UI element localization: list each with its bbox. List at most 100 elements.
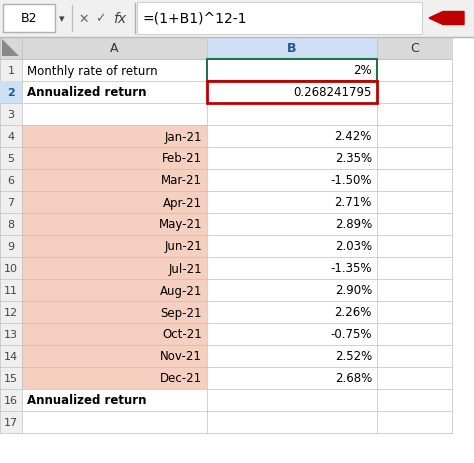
Bar [377,323,452,345]
Bar [22,148,207,169]
Bar [207,323,377,345]
Text: 2.35%: 2.35% [335,152,372,165]
Text: fx: fx [113,12,127,26]
Bar [0,104,22,126]
Bar [22,192,207,213]
Text: Annualized return: Annualized return [27,394,146,407]
Bar [377,192,452,213]
Text: Feb-21: Feb-21 [162,152,202,165]
Bar [377,213,452,236]
Text: 13: 13 [4,329,18,339]
Text: 2.52%: 2.52% [335,350,372,363]
Bar [0,323,22,345]
Polygon shape [2,40,19,57]
Bar [207,345,377,367]
Bar [377,257,452,279]
Text: 2.68%: 2.68% [335,372,372,385]
Bar [0,38,22,60]
Bar [377,38,452,60]
Text: 17: 17 [4,417,18,427]
Text: Mar-21: Mar-21 [161,174,202,187]
Text: 16: 16 [4,395,18,405]
Bar [0,279,22,301]
Text: 2: 2 [7,88,15,98]
Bar [207,60,377,82]
Text: B: B [287,43,297,56]
Bar [0,82,22,104]
Text: Jun-21: Jun-21 [164,240,202,253]
Bar [0,148,22,169]
Text: 2.71%: 2.71% [335,196,372,209]
Bar [137,3,422,35]
Text: Dec-21: Dec-21 [160,372,202,385]
Text: 2.26%: 2.26% [335,306,372,319]
Text: 2: 2 [8,88,15,98]
Bar [22,301,207,323]
Text: 4: 4 [8,131,15,142]
Bar [0,345,22,367]
Text: Aug-21: Aug-21 [160,284,202,297]
Text: 0.268241795: 0.268241795 [293,86,372,99]
Bar [377,301,452,323]
Text: 2.03%: 2.03% [335,240,372,253]
Text: 2.89%: 2.89% [335,218,372,231]
Bar [207,60,377,82]
Text: Monthly rate of return: Monthly rate of return [27,64,158,77]
Bar [0,82,22,104]
Bar [207,192,377,213]
Bar [207,257,377,279]
Bar [207,38,377,60]
Text: 1: 1 [8,66,15,76]
Bar [207,301,377,323]
Bar [22,60,207,82]
Bar [207,236,377,257]
Text: 2.42%: 2.42% [335,130,372,143]
Text: 11: 11 [4,285,18,295]
Text: 3: 3 [8,110,15,120]
Text: 10: 10 [4,263,18,274]
Bar [377,367,452,389]
Bar [0,257,22,279]
Bar [0,411,22,433]
Bar [377,148,452,169]
Text: ▾: ▾ [59,14,65,24]
Bar [22,257,207,279]
Text: 6: 6 [8,175,15,186]
Bar [0,213,22,236]
Bar [22,104,207,126]
Text: B2: B2 [21,13,37,25]
Text: A: A [110,43,119,56]
Text: -1.35%: -1.35% [330,262,372,275]
Bar [377,126,452,148]
Bar [0,367,22,389]
Bar [207,279,377,301]
Text: Nov-21: Nov-21 [160,350,202,363]
Bar [22,323,207,345]
Bar [22,367,207,389]
Bar [22,82,207,104]
Bar [207,104,377,126]
Bar [377,82,452,104]
Text: =(1+B1)^12-1: =(1+B1)^12-1 [143,12,247,26]
Text: 0.268241795: 0.268241795 [293,86,372,99]
Text: 2%: 2% [354,64,372,77]
Bar [0,389,22,411]
Bar [377,411,452,433]
Text: 2%: 2% [354,64,372,77]
Text: 9: 9 [8,242,15,251]
Bar [0,60,22,82]
Bar [0,236,22,257]
Bar [207,389,377,411]
Bar [377,60,452,82]
Bar [0,169,22,192]
Text: 7: 7 [8,198,15,207]
Text: 12: 12 [4,307,18,317]
Bar [377,279,452,301]
Text: May-21: May-21 [158,218,202,231]
Bar [377,345,452,367]
Text: 8: 8 [8,219,15,230]
Text: Apr-21: Apr-21 [163,196,202,209]
Bar [22,279,207,301]
Bar [22,236,207,257]
Bar [377,169,452,192]
